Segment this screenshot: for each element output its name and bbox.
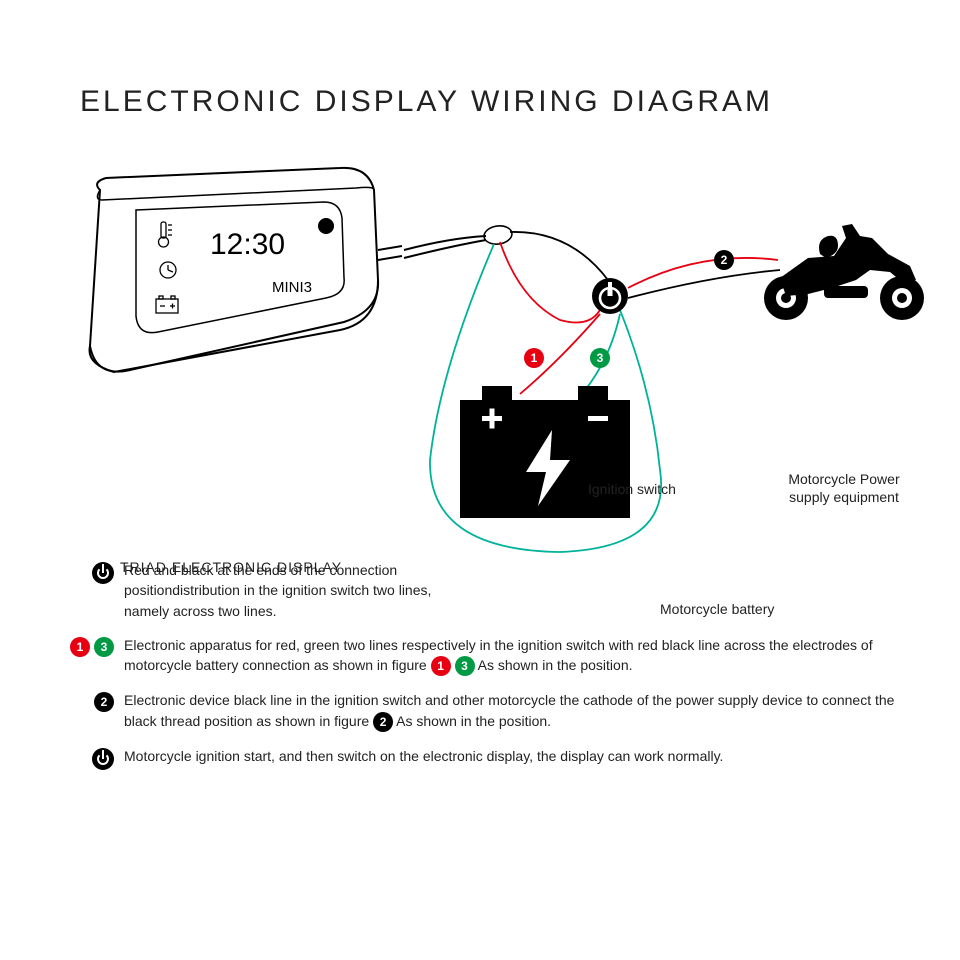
power-icon (92, 748, 114, 770)
instruction-row: Motorcycle ignition start, and then swit… (60, 746, 900, 770)
wiring-diagram: 12:30 MINI3 (0, 150, 960, 570)
instruction-text: Electronic device black line in the igni… (124, 690, 900, 732)
badge-3-icon: 3 (590, 348, 610, 368)
ignition-label: Ignition switch (588, 480, 676, 498)
display-model: MINI3 (272, 279, 312, 296)
motorcycle-label: Motorcycle Power supply equipment (774, 470, 914, 506)
motorcycle-icon (764, 224, 924, 320)
badge-3-icon: 3 (455, 656, 475, 676)
instruction-row: Red and black at the ends of the connect… (60, 560, 900, 621)
instruction-row: 1 3 Electronic apparatus for red, green … (60, 635, 900, 677)
wire-black (510, 232, 608, 280)
wire-red-1 (500, 242, 604, 323)
badge-1-icon: 1 (431, 656, 451, 676)
badge-3-icon: 3 (94, 637, 114, 657)
badge-2-icon: 2 (714, 250, 734, 270)
display-device: 12:30 MINI3 (90, 168, 403, 372)
page-title: ELECTRONIC DISPLAY WIRING DIAGRAM (80, 85, 773, 119)
badge-1-icon: 1 (70, 637, 90, 657)
display-time: 12:30 (210, 228, 285, 261)
ignition-switch-icon (592, 278, 628, 314)
instruction-row: 2 Electronic device black line in the ig… (60, 690, 900, 732)
wire-black-to-moto (628, 270, 780, 298)
wire-junction-icon (483, 224, 513, 246)
instructions: Red and black at the ends of the connect… (60, 560, 900, 784)
badge-2-icon: 2 (94, 692, 114, 712)
badge-1-icon: 1 (524, 348, 544, 368)
instruction-text: Electronic apparatus for red, green two … (124, 635, 900, 677)
battery-icon (460, 386, 630, 518)
instruction-text: Red and black at the ends of the connect… (124, 560, 444, 621)
instruction-text: Motorcycle ignition start, and then swit… (124, 746, 900, 766)
display-button-icon (318, 218, 334, 234)
power-icon (92, 562, 114, 584)
badge-2-icon: 2 (373, 712, 393, 732)
